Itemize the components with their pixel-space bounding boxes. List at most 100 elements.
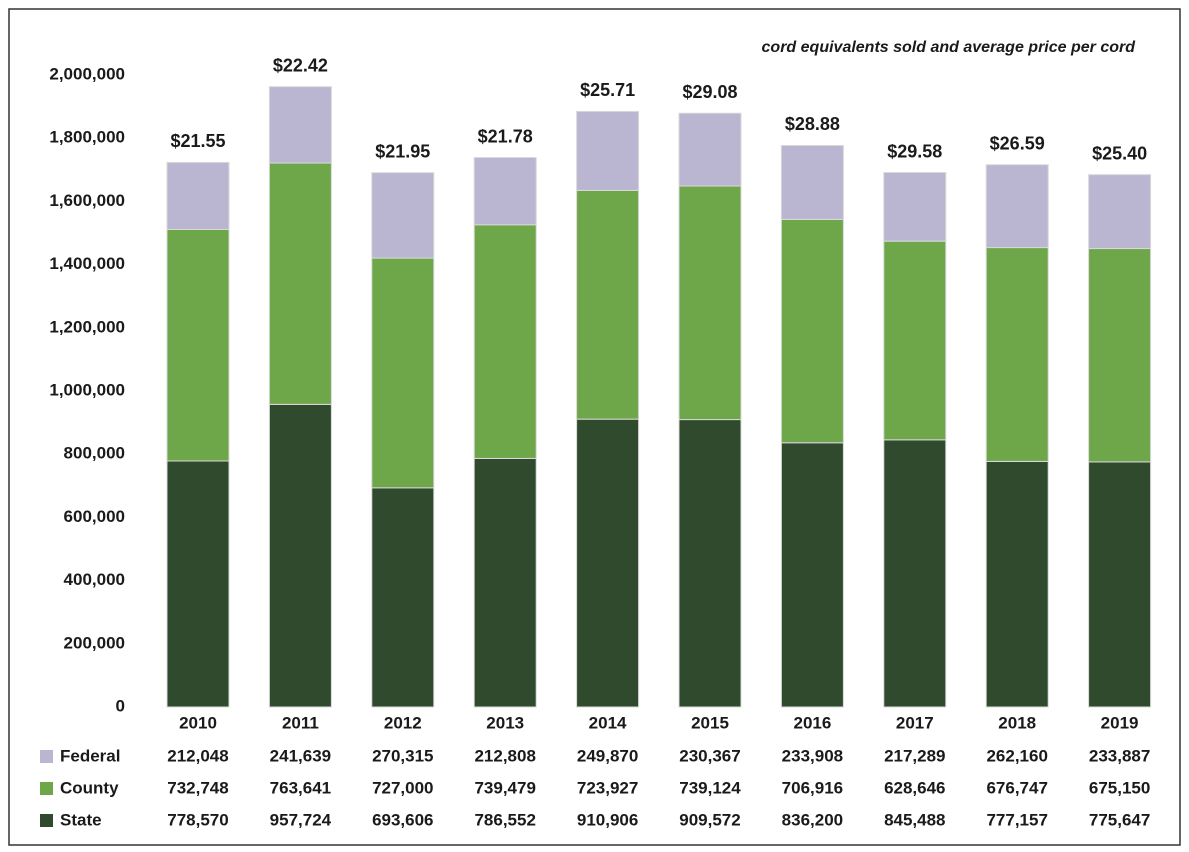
bar-segment bbox=[576, 110, 640, 191]
table-cell: 233,908 bbox=[782, 746, 843, 765]
bar-segment bbox=[883, 172, 947, 242]
bar-segment bbox=[883, 439, 947, 708]
table-cell: 836,200 bbox=[782, 810, 843, 829]
table-cell: 727,000 bbox=[372, 778, 433, 797]
bar-segment bbox=[780, 218, 844, 444]
bar-segment bbox=[268, 403, 332, 708]
bar-segment bbox=[576, 418, 640, 708]
y-tick-label: 0 bbox=[116, 696, 125, 715]
bar-segment bbox=[883, 240, 947, 441]
table-cell: 845,488 bbox=[884, 810, 945, 829]
legend-label: County bbox=[60, 778, 119, 797]
table-cell: 270,315 bbox=[372, 746, 433, 765]
x-tick-label: 2011 bbox=[282, 713, 319, 732]
bar-segment bbox=[166, 228, 230, 462]
bar-segment bbox=[371, 172, 435, 259]
bar-segment bbox=[268, 86, 332, 164]
bar-segment bbox=[371, 257, 435, 489]
x-tick-label: 2018 bbox=[998, 713, 1036, 732]
bar-segment bbox=[780, 144, 844, 220]
y-tick-label: 1,200,000 bbox=[49, 317, 125, 336]
table-cell: 910,906 bbox=[577, 810, 638, 829]
table-cell: 706,916 bbox=[782, 778, 843, 797]
bar-segment bbox=[678, 112, 742, 187]
bar-segment bbox=[678, 185, 742, 421]
table-cell: 628,646 bbox=[884, 778, 945, 797]
x-tick-label: 2015 bbox=[691, 713, 729, 732]
y-tick-label: 1,000,000 bbox=[49, 380, 125, 399]
legend-swatch bbox=[40, 814, 53, 827]
bar-segment bbox=[576, 189, 640, 420]
y-tick-label: 600,000 bbox=[64, 507, 125, 526]
table-cell: 693,606 bbox=[372, 810, 433, 829]
table-cell: 739,124 bbox=[679, 778, 741, 797]
x-tick-label: 2014 bbox=[589, 713, 627, 732]
table-cell: 230,367 bbox=[679, 746, 740, 765]
x-tick-label: 2019 bbox=[1101, 713, 1139, 732]
table-cell: 775,647 bbox=[1089, 810, 1150, 829]
y-tick-label: 1,800,000 bbox=[49, 128, 125, 147]
bar-segment bbox=[473, 457, 537, 708]
table-cell: 739,479 bbox=[474, 778, 535, 797]
table-cell: 241,639 bbox=[270, 746, 331, 765]
x-tick-label: 2010 bbox=[179, 713, 217, 732]
y-tick-label: 1,400,000 bbox=[49, 254, 125, 273]
y-tick-label: 200,000 bbox=[64, 633, 125, 652]
bar-segment bbox=[473, 157, 537, 226]
table-cell: 909,572 bbox=[679, 810, 740, 829]
y-tick-label: 800,000 bbox=[64, 444, 125, 463]
x-tick-label: 2016 bbox=[793, 713, 831, 732]
price-label: $22.42 bbox=[273, 55, 328, 75]
table-cell: 262,160 bbox=[986, 746, 1047, 765]
bar-segment bbox=[166, 460, 230, 708]
table-cell: 732,748 bbox=[167, 778, 228, 797]
bar-segment bbox=[985, 460, 1049, 708]
table-cell: 723,927 bbox=[577, 778, 638, 797]
price-label: $25.40 bbox=[1092, 143, 1147, 163]
y-tick-label: 2,000,000 bbox=[49, 64, 125, 83]
x-tick-label: 2012 bbox=[384, 713, 422, 732]
price-label: $28.88 bbox=[785, 114, 840, 134]
table-cell: 676,747 bbox=[986, 778, 1047, 797]
frame bbox=[8, 8, 1181, 846]
table-cell: 675,150 bbox=[1089, 778, 1150, 797]
legend-label: Federal bbox=[60, 746, 120, 765]
price-label: $25.71 bbox=[580, 80, 635, 100]
table-cell: 777,157 bbox=[986, 810, 1047, 829]
y-tick-label: 400,000 bbox=[64, 570, 125, 589]
bar-segment bbox=[1088, 174, 1152, 250]
legend-label: State bbox=[60, 810, 102, 829]
y-tick-label: 1,600,000 bbox=[49, 191, 125, 210]
price-label: $21.55 bbox=[170, 131, 225, 151]
table-cell: 763,641 bbox=[270, 778, 331, 797]
x-tick-label: 2017 bbox=[896, 713, 934, 732]
price-label: $21.95 bbox=[375, 141, 430, 161]
bar-segment bbox=[985, 247, 1049, 462]
x-tick-label: 2013 bbox=[486, 713, 524, 732]
bar-segment bbox=[780, 442, 844, 708]
price-label: $29.08 bbox=[682, 82, 737, 102]
price-label: $26.59 bbox=[990, 133, 1045, 153]
legend-swatch bbox=[40, 782, 53, 795]
price-label: $21.78 bbox=[478, 126, 533, 146]
legend-swatch bbox=[40, 750, 53, 763]
bar-segment bbox=[1088, 461, 1152, 708]
bar-segment bbox=[166, 161, 230, 230]
table-cell: 249,870 bbox=[577, 746, 638, 765]
table-cell: 233,887 bbox=[1089, 746, 1150, 765]
bar-segment bbox=[371, 487, 435, 708]
table-cell: 957,724 bbox=[270, 810, 332, 829]
table-cell: 212,808 bbox=[474, 746, 535, 765]
bar-segment bbox=[678, 419, 742, 708]
bar-segment bbox=[1088, 248, 1152, 463]
table-cell: 778,570 bbox=[167, 810, 228, 829]
bar-segment bbox=[985, 164, 1049, 249]
chart-subtitle: cord equivalents sold and average price … bbox=[762, 39, 1137, 56]
price-label: $29.58 bbox=[887, 141, 942, 161]
table-cell: 217,289 bbox=[884, 746, 945, 765]
bar-segment bbox=[473, 224, 537, 459]
table-cell: 212,048 bbox=[167, 746, 228, 765]
table-cell: 786,552 bbox=[474, 810, 535, 829]
